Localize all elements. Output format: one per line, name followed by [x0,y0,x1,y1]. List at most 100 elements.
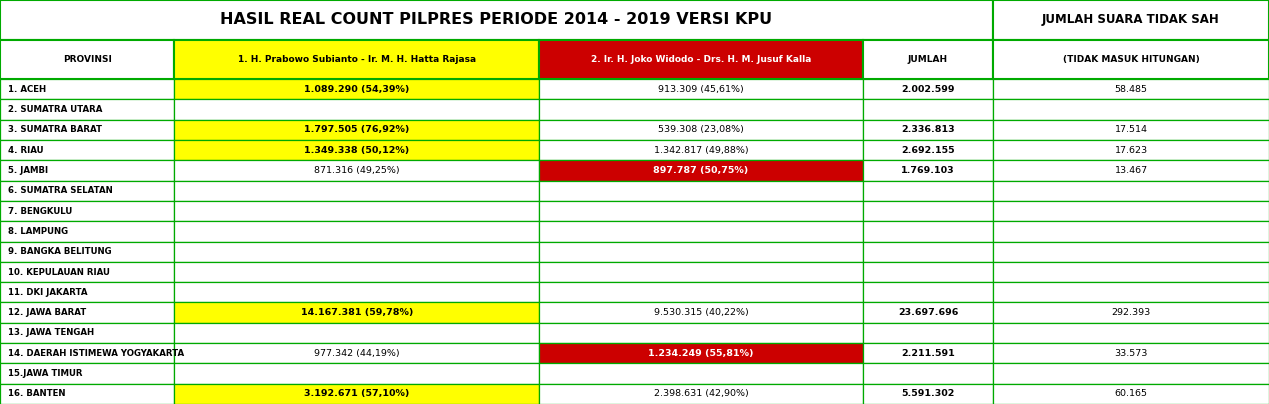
Bar [863,282,994,303]
Text: 16. BANTEN: 16. BANTEN [8,389,65,398]
Bar [175,40,539,79]
Text: 1.089.290 (54,39%): 1.089.290 (54,39%) [305,85,410,94]
Bar [0,323,175,343]
Bar [175,242,539,262]
Bar [539,201,863,221]
Text: 1. H. Prabowo Subianto - Ir. M. H. Hatta Rajasa: 1. H. Prabowo Subianto - Ir. M. H. Hatta… [237,55,476,64]
Bar [992,181,1269,201]
Bar [0,120,175,140]
Bar [863,343,994,364]
Bar [992,0,1269,40]
Bar [992,282,1269,303]
Bar [992,343,1269,364]
Bar [539,181,863,201]
Bar [539,242,863,262]
Bar [0,160,175,181]
Bar [863,262,994,282]
Text: 4. RIAU: 4. RIAU [8,146,43,155]
Text: 3. SUMATRA BARAT: 3. SUMATRA BARAT [8,125,102,135]
Bar [0,201,175,221]
Text: HASIL REAL COUNT PILPRES PERIODE 2014 - 2019 VERSI KPU: HASIL REAL COUNT PILPRES PERIODE 2014 - … [221,12,773,27]
Bar [175,303,539,323]
Bar [0,140,175,160]
Bar [992,201,1269,221]
Text: 2. Ir. H. Joko Widodo - Drs. H. M. Jusuf Kalla: 2. Ir. H. Joko Widodo - Drs. H. M. Jusuf… [591,55,811,64]
Bar [0,79,175,99]
Bar [539,384,863,404]
Text: 897.787 (50,75%): 897.787 (50,75%) [654,166,749,175]
Bar [175,201,539,221]
Bar [992,120,1269,140]
Text: 292.393: 292.393 [1112,308,1151,317]
Text: 5. JAMBI: 5. JAMBI [8,166,48,175]
Bar [539,262,863,282]
Bar [175,384,539,404]
Bar [863,99,994,120]
Bar [539,99,863,120]
Text: 13.467: 13.467 [1114,166,1147,175]
Text: 23.697.696: 23.697.696 [897,308,958,317]
Bar [863,242,994,262]
Bar [0,343,175,364]
Text: 977.342 (44,19%): 977.342 (44,19%) [315,349,400,358]
Text: 58.485: 58.485 [1114,85,1147,94]
Text: 6. SUMATRA SELATAN: 6. SUMATRA SELATAN [8,186,113,196]
Bar [0,99,175,120]
Text: 33.573: 33.573 [1114,349,1147,358]
Bar [863,120,994,140]
Bar [863,181,994,201]
Text: 539.308 (23,08%): 539.308 (23,08%) [659,125,744,135]
Bar [992,99,1269,120]
Bar [175,262,539,282]
Bar [175,181,539,201]
Bar [0,364,175,384]
Bar [539,120,863,140]
Bar [0,221,175,242]
Text: 871.316 (49,25%): 871.316 (49,25%) [315,166,400,175]
Bar [992,323,1269,343]
Bar [0,384,175,404]
Bar [863,364,994,384]
Bar [0,242,175,262]
Bar [992,221,1269,242]
Text: 10. KEPULAUAN RIAU: 10. KEPULAUAN RIAU [8,267,109,277]
Bar [539,160,863,181]
Bar [539,343,863,364]
Bar [863,40,994,79]
Bar [0,262,175,282]
Text: 12. JAWA BARAT: 12. JAWA BARAT [8,308,86,317]
Bar [175,323,539,343]
Text: 2.336.813: 2.336.813 [901,125,954,135]
Bar [539,221,863,242]
Bar [992,384,1269,404]
Text: 7. BENGKULU: 7. BENGKULU [8,206,72,216]
Bar [539,40,863,79]
Bar [539,303,863,323]
Text: 1.349.338 (50,12%): 1.349.338 (50,12%) [305,146,410,155]
Bar [539,282,863,303]
Bar [992,262,1269,282]
Text: 2.692.155: 2.692.155 [901,146,954,155]
Bar [992,40,1269,79]
Bar [0,40,175,79]
Bar [175,364,539,384]
Bar [863,221,994,242]
Text: 14.167.381 (59,78%): 14.167.381 (59,78%) [301,308,414,317]
Text: 13. JAWA TENGAH: 13. JAWA TENGAH [8,328,94,337]
Bar [175,221,539,242]
Text: PROVINSI: PROVINSI [62,55,112,64]
Bar [863,323,994,343]
Bar [539,140,863,160]
Text: 14. DAERAH ISTIMEWA YOGYAKARTA: 14. DAERAH ISTIMEWA YOGYAKARTA [8,349,184,358]
Bar [175,140,539,160]
Bar [175,79,539,99]
Bar [0,282,175,303]
Bar [992,79,1269,99]
Bar [539,364,863,384]
Text: 3.192.671 (57,10%): 3.192.671 (57,10%) [305,389,410,398]
Bar [992,140,1269,160]
Bar [0,181,175,201]
Text: 913.309 (45,61%): 913.309 (45,61%) [659,85,744,94]
Text: 2. SUMATRA UTARA: 2. SUMATRA UTARA [8,105,102,114]
Bar [175,120,539,140]
